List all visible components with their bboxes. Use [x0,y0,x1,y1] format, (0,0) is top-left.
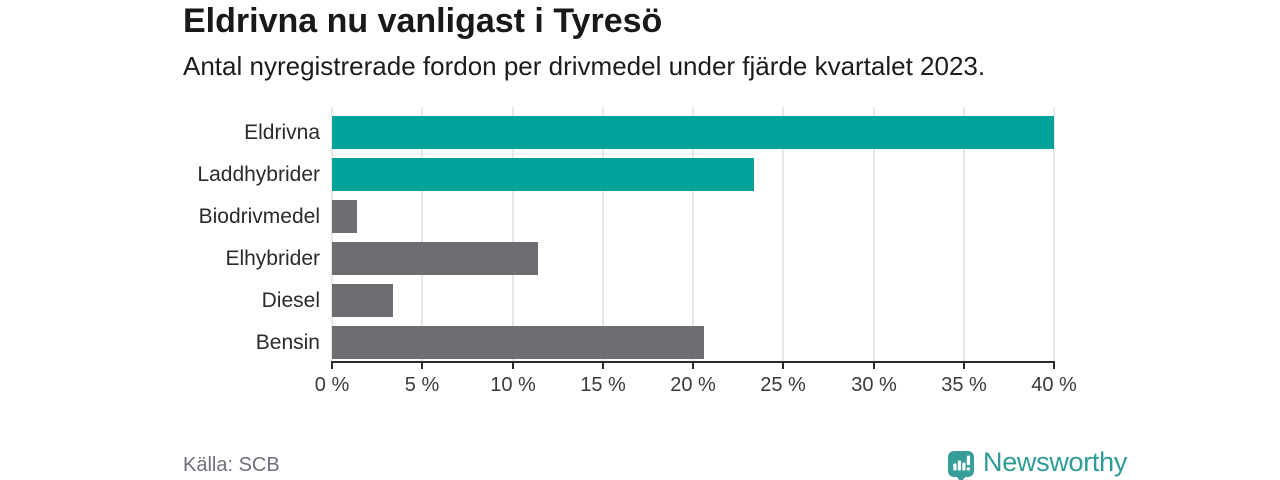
newsworthy-wordmark: Newsworthy [983,447,1128,477]
category-label: Biodrivmedel [198,205,320,228]
gridline [963,107,965,361]
x-tick-label: 5 % [404,374,440,396]
gridline [1053,107,1055,361]
x-axis-tick [512,361,514,369]
bar [332,116,1054,149]
gridline [782,107,784,361]
x-tick-label: 30 % [851,374,897,396]
x-axis-tick [692,361,694,369]
category-label: Diesel [261,289,320,312]
newsworthy-logo: Newsworthy [947,446,1127,480]
category-label: Elhybrider [225,247,320,270]
bar [332,242,538,275]
bar-chart-pin-icon [948,451,974,480]
category-label: Eldrivna [244,121,320,144]
gridline [602,107,604,361]
x-tick-label: 25 % [760,374,806,396]
x-tick-label: 20 % [670,374,716,396]
chart-subtitle: Antal nyregistrerade fordon per drivmede… [183,51,986,81]
x-tick-label: 15 % [580,374,626,396]
gridline [512,107,514,361]
category-label: Bensin [255,331,320,354]
bar [332,326,704,359]
gridline [421,107,423,361]
gridline [692,107,694,361]
gridline [873,107,875,361]
x-tick-label: 0 % [314,374,350,396]
gridline [331,107,333,361]
x-tick-label: 10 % [490,374,536,396]
x-axis-tick [602,361,604,369]
x-axis-tick [331,361,333,369]
chart-title: Eldrivna nu vanligast i Tyresö [183,2,663,40]
category-label: Laddhybrider [197,163,320,186]
bar [332,158,754,191]
x-axis-tick [782,361,784,369]
bar [332,200,357,233]
x-axis-tick [421,361,423,369]
x-tick-label: 40 % [1031,374,1077,396]
x-axis-tick [873,361,875,369]
source-label: Källa: SCB [183,454,280,476]
x-tick-label: 35 % [941,374,987,396]
bar [332,284,393,317]
x-axis-tick [1053,361,1055,369]
x-axis-tick [963,361,965,369]
